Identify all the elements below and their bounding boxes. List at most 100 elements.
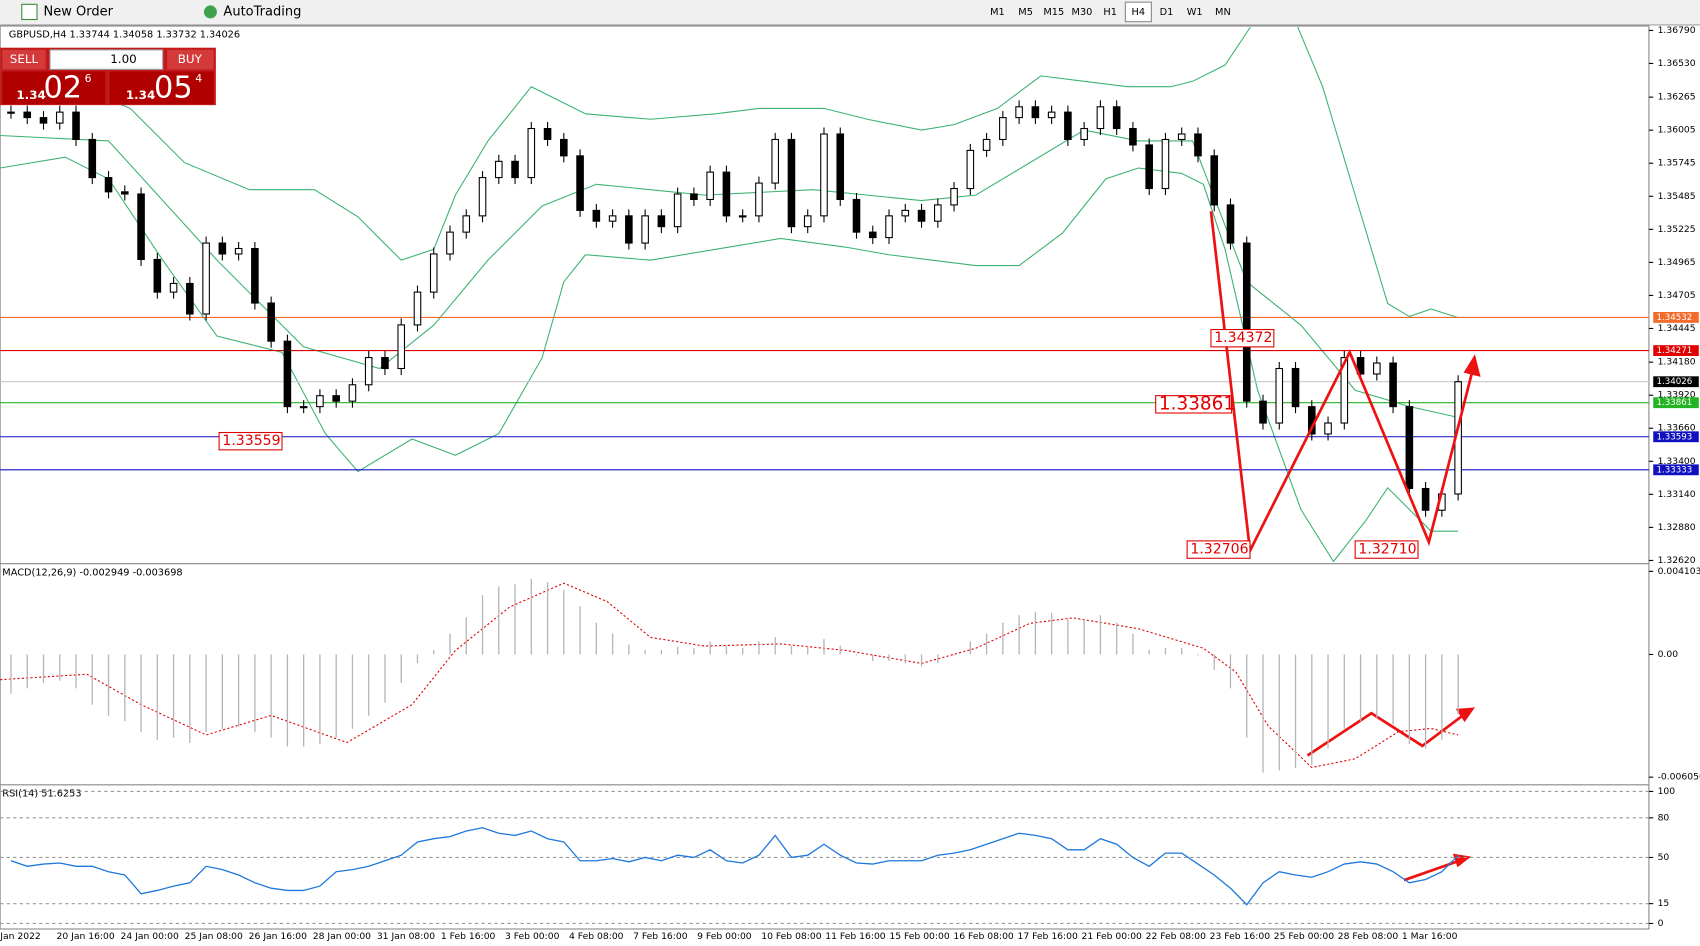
time-label: 7 Feb 16:00 [633,931,688,942]
price-annotation-box [218,431,283,451]
time-label: 28 Jan 00:00 [313,931,371,942]
level-label-bg [1653,345,1699,357]
candle-body [1242,242,1251,402]
candle-body [429,253,438,293]
timeframe-button[interactable]: W1 [1187,7,1203,18]
candle-body [641,215,649,244]
candle-body [397,324,406,370]
candle-body [186,282,194,315]
level-label-bg [1653,311,1699,323]
buy-button[interactable]: BUY [178,52,203,66]
candle-body [673,193,682,228]
time-label: 10 Feb 08:00 [761,931,822,942]
ask-big: 1.34 [126,88,155,102]
timeframe-button[interactable]: M1 [990,7,1005,18]
price-annotation: 1.32706 [1190,542,1248,558]
timeframe-button[interactable]: H1 [1103,7,1117,18]
y-tick-label: 1.35225 [1658,224,1696,235]
candle-body [901,209,910,217]
timeframe-button[interactable]: M15 [1043,7,1064,18]
timeframe-button[interactable]: D1 [1160,7,1174,18]
timeframe-button[interactable]: H4 [1132,7,1146,18]
time-label: 1 Mar 16:00 [1402,931,1458,942]
candle-body [348,384,357,402]
macd-arrow [1306,708,1471,757]
candle-body [1291,367,1300,408]
price-annotation: 1.34372 [1214,330,1272,346]
candle-body [316,395,324,408]
time-label: 22 Feb 08:00 [1146,931,1207,942]
price-annotation-box [1186,540,1251,559]
price-annotation-box [1155,395,1233,414]
timeframe-button[interactable]: M5 [1018,7,1033,18]
active-timeframe[interactable] [1124,1,1152,23]
level-label: 1.33593 [1656,432,1692,442]
candle-body [1389,362,1397,408]
y-tick-label: 1.34180 [1658,357,1696,368]
y-tick-label: 0.00 [1658,649,1679,660]
lots-value[interactable]: 1.00 [110,52,137,66]
time-label: 25 Feb 00:00 [1274,931,1335,942]
new-order-icon[interactable] [21,3,38,21]
candle-body [121,191,129,195]
candle-body [738,215,747,218]
autotrading-button[interactable]: AutoTrading [223,4,301,19]
candle-body [381,357,389,370]
bid-box[interactable] [2,71,106,105]
candle-body [1421,487,1430,511]
sell-box[interactable] [2,49,46,70]
y-tick-label: 1.32880 [1658,522,1696,533]
candle-body [1031,106,1040,119]
toolbar [0,0,1700,25]
candle-body [1129,127,1137,146]
ask-box[interactable] [109,71,214,105]
rsi-pane: RSI(14) 51.6253 100 80 50 15 0 [0,786,1675,929]
y-tick-label: 1.32620 [1658,555,1696,566]
price-annotation: 1.32710 [1358,542,1416,558]
candle-body [1096,106,1105,130]
candle-body [88,138,97,179]
candle-body [836,133,845,200]
level-label: 1.33333 [1656,465,1692,475]
candle-body [104,177,113,193]
arrowhead [1455,707,1475,723]
candle-body [478,177,487,217]
candle-body [1405,406,1414,490]
rsi-line [10,827,1459,906]
lots-input[interactable] [49,49,164,70]
candle-body [267,302,275,342]
timeframe-button[interactable]: M30 [1072,7,1093,18]
candle-body [917,209,926,222]
buy-box[interactable] [167,49,214,70]
time-label: 31 Jan 08:00 [377,931,435,942]
macd-signal [0,582,1459,769]
candle-body [7,111,15,114]
sell-button[interactable]: SELL [10,52,39,66]
candle-body [1194,133,1202,157]
candle-body [755,182,763,217]
candle-body [999,117,1007,141]
timeframes: M1 M5 M15 M30 H1 H4 D1 W1 MN [990,1,1231,23]
price-arrow [1209,211,1476,556]
y-tick-label: 1.36265 [1658,92,1696,103]
ask-main: 05 [154,70,193,105]
timeframe-button[interactable]: MN [1215,7,1231,18]
candle-body [251,247,259,304]
y-tick-label: 1.35745 [1658,158,1696,169]
candle-body [966,149,975,190]
level-label-bg [1653,431,1699,443]
candle-body [657,215,666,228]
y-tick-label: 1.33920 [1658,390,1696,401]
pane-title: GBPUSD,H4 1.33744 1.34058 1.33732 1.3402… [9,30,240,41]
time-label: 11 Feb 16:00 [825,931,886,942]
candle-body [218,242,227,255]
y-tick-label: 0.004103 [1658,566,1700,577]
autotrading-icon[interactable] [203,5,217,19]
y-tick-label: 1.36790 [1658,25,1696,36]
candle-body [299,406,308,409]
new-order-button[interactable]: New Order [44,4,114,19]
candle-body [885,215,893,239]
candle-body [55,111,64,124]
rsi-arrow [1403,857,1467,882]
candle-body [23,111,32,119]
